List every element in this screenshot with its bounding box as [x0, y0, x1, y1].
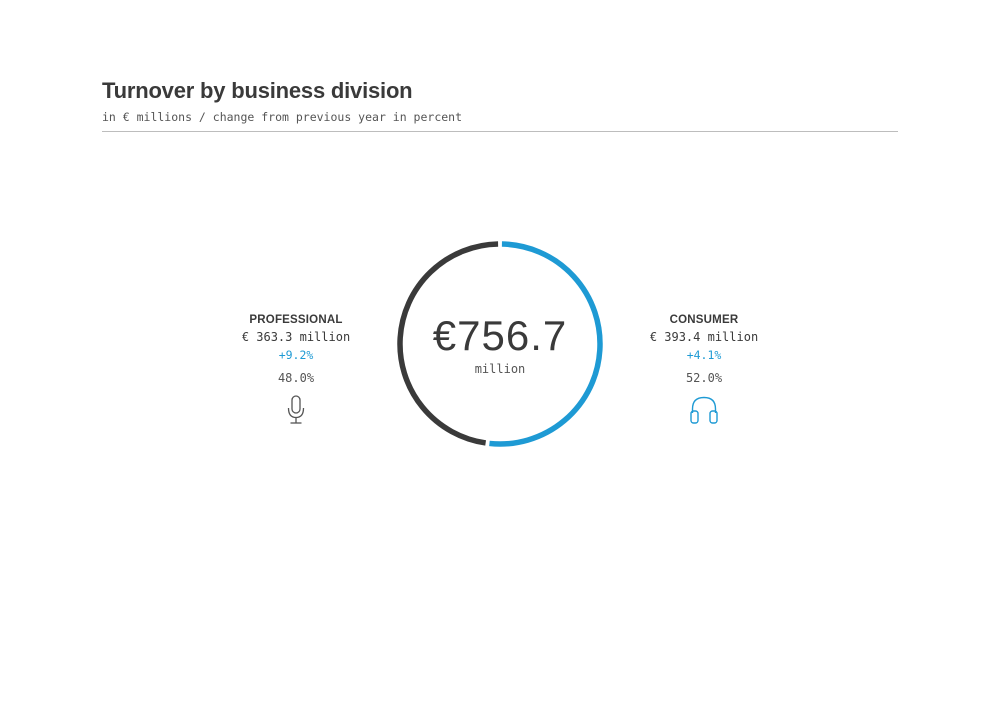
segment-professional: PROFESSIONAL € 363.3 million +9.2% 48.0% [221, 314, 371, 425]
segment-share: 48.0% [277, 371, 315, 385]
segment-label: PROFESSIONAL [249, 314, 343, 326]
headphones-icon [690, 396, 718, 424]
segment-share: 52.0% [685, 371, 723, 385]
chart-header: Turnover by business division in € milli… [102, 78, 898, 124]
chart-title: Turnover by business division [102, 78, 413, 103]
header-divider [102, 131, 898, 132]
segment-amount: € 393.4 million [649, 330, 759, 344]
segment-change: +4.1% [686, 348, 722, 362]
segment-amount: € 363.3 million [241, 330, 351, 344]
segment-label: CONSUMER [669, 314, 739, 326]
segment-consumer: CONSUMER € 393.4 million +4.1% 52.0% [629, 314, 779, 425]
segment-change: +9.2% [278, 348, 314, 362]
donut-slice-consumer [489, 241, 603, 447]
chart-subtitle: in € millions / change from previous yea… [102, 110, 463, 124]
total-value: €756.7 [432, 312, 568, 359]
donut-chart [397, 241, 603, 447]
donut-total: €756.7 million [400, 312, 600, 376]
microphone-icon [287, 395, 305, 424]
donut-slice-professional [397, 241, 499, 446]
total-unit: million [474, 362, 526, 376]
